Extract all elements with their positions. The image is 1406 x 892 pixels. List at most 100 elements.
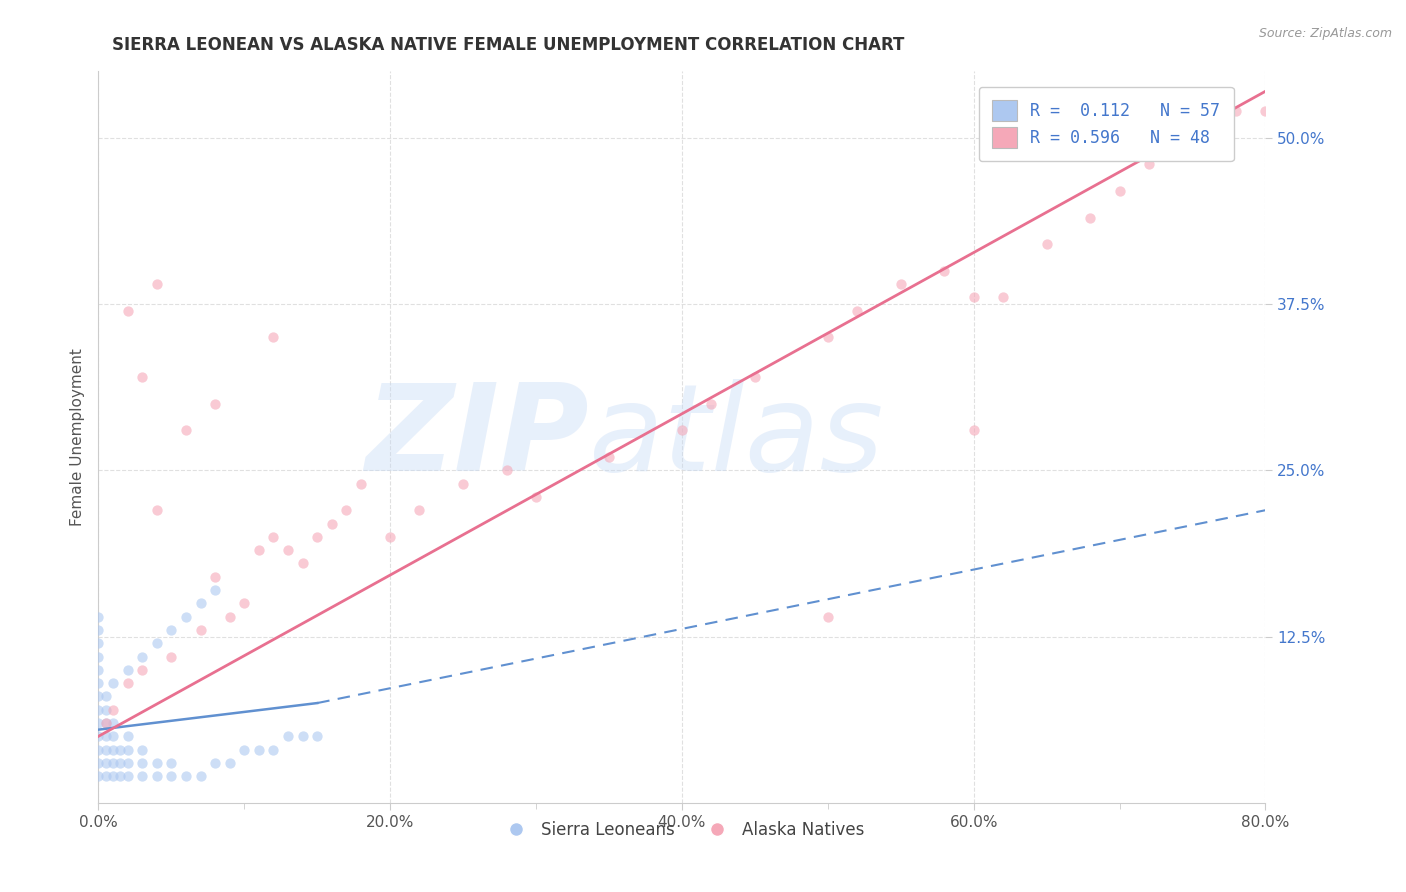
Point <box>131 769 153 783</box>
Point <box>101 742 124 756</box>
Point <box>117 742 139 756</box>
Point <box>87 609 110 624</box>
Point <box>524 490 547 504</box>
Point <box>174 609 197 624</box>
Point <box>160 769 183 783</box>
Point <box>87 690 110 704</box>
Point <box>117 769 139 783</box>
Point <box>131 742 153 756</box>
Point <box>934 264 956 278</box>
Point <box>117 663 139 677</box>
Point <box>408 503 430 517</box>
Point <box>962 424 984 438</box>
Point <box>87 649 110 664</box>
Point <box>991 290 1014 304</box>
Point <box>262 530 284 544</box>
Point <box>87 636 110 650</box>
Point <box>160 756 183 770</box>
Point <box>1080 211 1102 225</box>
Point <box>131 756 153 770</box>
Point <box>174 424 197 438</box>
Point <box>247 543 270 558</box>
Point <box>117 756 139 770</box>
Point <box>101 703 124 717</box>
Point <box>204 570 226 584</box>
Point <box>131 649 153 664</box>
Point <box>94 690 117 704</box>
Point <box>190 769 212 783</box>
Point <box>277 543 299 558</box>
Point <box>87 663 110 677</box>
Point <box>598 450 620 464</box>
Point <box>160 623 183 637</box>
Point <box>321 516 343 531</box>
Point <box>101 716 124 731</box>
Legend: Sierra Leoneans, Alaska Natives: Sierra Leoneans, Alaska Natives <box>494 814 870 846</box>
Point <box>380 530 402 544</box>
Point <box>671 424 693 438</box>
Point <box>87 623 110 637</box>
Point <box>117 303 139 318</box>
Point <box>101 729 124 743</box>
Point <box>233 596 256 610</box>
Point <box>1035 237 1057 252</box>
Point <box>94 769 117 783</box>
Point <box>335 503 357 517</box>
Point <box>87 769 110 783</box>
Point <box>817 609 839 624</box>
Point <box>146 277 169 292</box>
Point <box>496 463 519 477</box>
Text: atlas: atlas <box>589 378 884 496</box>
Point <box>190 623 212 637</box>
Point <box>110 742 132 756</box>
Point <box>204 756 226 770</box>
Point <box>262 330 284 344</box>
Point <box>1181 131 1204 145</box>
Point <box>101 769 124 783</box>
Point <box>131 370 153 384</box>
Point <box>101 756 124 770</box>
Point <box>307 530 329 544</box>
Point <box>744 370 766 384</box>
Point <box>204 397 226 411</box>
Point <box>307 729 329 743</box>
Point <box>87 742 110 756</box>
Point <box>1108 184 1130 198</box>
Point <box>174 769 197 783</box>
Point <box>291 557 314 571</box>
Text: SIERRA LEONEAN VS ALASKA NATIVE FEMALE UNEMPLOYMENT CORRELATION CHART: SIERRA LEONEAN VS ALASKA NATIVE FEMALE U… <box>112 36 905 54</box>
Point <box>87 729 110 743</box>
Point <box>1225 104 1247 119</box>
Point <box>87 703 110 717</box>
Point <box>101 676 124 690</box>
Point <box>110 769 132 783</box>
Point <box>87 676 110 690</box>
Point <box>160 649 183 664</box>
Point <box>94 756 117 770</box>
Point <box>218 756 240 770</box>
Point <box>817 330 839 344</box>
Point <box>962 290 984 304</box>
Point <box>117 729 139 743</box>
Point <box>117 676 139 690</box>
Point <box>350 476 373 491</box>
Point <box>110 756 132 770</box>
Point <box>94 729 117 743</box>
Point <box>131 663 153 677</box>
Point <box>190 596 212 610</box>
Point <box>277 729 299 743</box>
Point <box>94 703 117 717</box>
Point <box>94 716 117 731</box>
Point <box>1137 118 1160 132</box>
Point <box>218 609 240 624</box>
Y-axis label: Female Unemployment: Female Unemployment <box>69 348 84 526</box>
Point <box>94 716 117 731</box>
Point <box>247 742 270 756</box>
Text: ZIP: ZIP <box>364 378 589 496</box>
Point <box>146 503 169 517</box>
Text: Source: ZipAtlas.com: Source: ZipAtlas.com <box>1258 27 1392 40</box>
Point <box>146 636 169 650</box>
Point <box>87 716 110 731</box>
Point <box>846 303 869 318</box>
Point <box>1254 104 1277 119</box>
